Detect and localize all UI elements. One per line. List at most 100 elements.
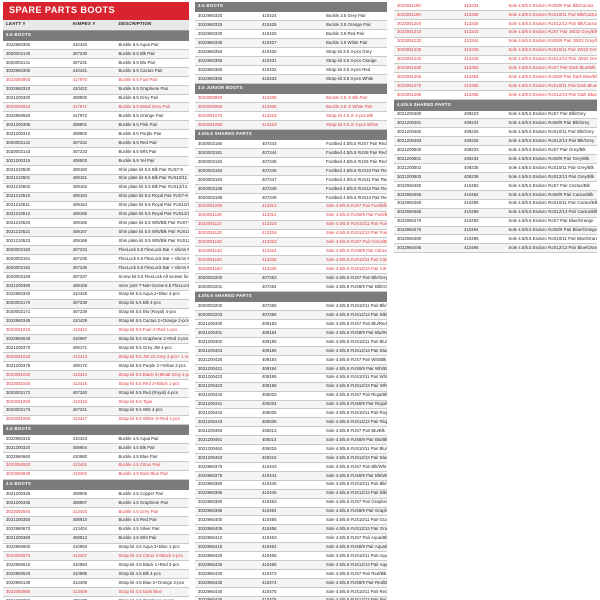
cell-description: Sole 4.5/5.5 Enduro #US12/13 Pair Blk/Gr… [505, 136, 597, 147]
cell-leatt: 3022960660 [3, 452, 70, 462]
cell-description: Strap kit 5.5 Black 3+Metal Grey 1-pcs [115, 370, 189, 380]
table-body-2: 3.5 BOOTS 3022960320 410424 Buckle 3.5 Grey… [195, 2, 387, 600]
cell-kimpex: 407238 [69, 299, 116, 309]
cell-kimpex: 417971 [69, 102, 116, 113]
table-row: 3022960305 410421 Buckle 5.5 Cactus Pair [3, 67, 189, 77]
cell-description: Sole 4.5/5.5 #US10/11 Pair Fuel/Blk [323, 220, 387, 230]
table-row: 3020002180 407243 Footbed 4.5/5.5 #US7 Pai… [195, 139, 387, 150]
cell-description: Sole 4.5/5.5 #US12/13 Pair Citrus/Blk [323, 264, 387, 275]
cell-kimpex: 408907 [69, 498, 116, 508]
cell-kimpex: 410985 [69, 569, 116, 580]
table-row: 3021200403 409186 Sole 4.5/5.5 #US12/13 Pa… [195, 346, 387, 356]
cell-kimpex: 410432 [259, 65, 323, 75]
table-row: 3022960345 410429 Strap kit 5.5 Cactus 2+O… [3, 317, 189, 327]
cell-leatt: 3022960410 [195, 533, 259, 544]
cell-kimpex: 410465 [259, 551, 323, 562]
table-row: 3021200483 409226 Sole 4.5/5.5 Enduro #US1… [394, 136, 597, 147]
cell-description: Sole 4.5/5.5 Enduro #US12/13 Pair Blue/O… [505, 243, 597, 254]
cell-leatt: 3023051060 [3, 415, 70, 425]
cell-description: Sole 4.5/5.5 Enduro #US7 Pair Blue/Orang… [505, 217, 597, 227]
table-row: 3023050950 413405 Buckle 3.5 Jr Blk Pair [195, 93, 387, 104]
table-row: 3023051190 413335 Sole 4.5/5.5 Enduro #US1… [394, 10, 597, 20]
table-row: 3022960640 410987 Strap kit 5.5 Graphene 2… [3, 334, 189, 345]
cell-leatt: 3021200300 [3, 94, 70, 104]
cell-kimpex: 413323 [259, 237, 323, 248]
cell-leatt: 3023051080 [195, 120, 259, 130]
cell-description: Buckle 5.5 Grey Pair [115, 94, 189, 104]
cell-kimpex: 410422 [69, 85, 116, 95]
cell-description: Footbed 4.5/5.5 #US7 Pair Red [323, 139, 387, 150]
cell-kimpex: 407234 [69, 245, 116, 256]
cell-kimpex: 413409 [69, 587, 116, 598]
table-row: 3022960670 413404 Buckle 4.5 Silver Pair [3, 525, 189, 535]
cell-leatt: 3022960640 [3, 334, 70, 345]
cell-description: Buckle 5.5 Fuel Pair [115, 76, 189, 86]
cell-kimpex: 409223 [461, 110, 506, 120]
table-row: 3023051270 413355 Sole 4.5/5.5 Enduro #US1… [394, 81, 597, 92]
cell-leatt: 3021210502 [3, 183, 70, 193]
cell-description: Sole 4.5/5.5 #US7 Pair Rioja/Blk [323, 391, 387, 401]
cell-leatt: 3021200423 [195, 382, 259, 392]
table-row: 3021200335 408907 Buckle 4.5 Graphene Pair [3, 498, 189, 508]
cell-leatt: 3023051230 [394, 46, 462, 56]
cell-kimpex: 407247 [259, 175, 323, 185]
table-row: 3023050970 413407 Strap kit 4.5 Citrus 3+B… [3, 551, 189, 562]
cell-leatt: 3022960330 [195, 29, 259, 40]
table-row: 3020002171 407239 Strap kit 5.5 Blu (Royal… [3, 308, 189, 318]
cell-kimpex: 408901 [69, 120, 116, 131]
cell-kimpex: 410421 [69, 67, 116, 77]
cell-description: Footbed 4.5/5.5 #US10 Pair Red [323, 166, 387, 176]
cell-kimpex: 409226 [461, 136, 506, 147]
cell-kimpex: 409214 [259, 435, 323, 446]
cell-kimpex: 409186 [259, 346, 323, 356]
table-row: 3022960475 410494 Sole 4.5/5.5 Enduro #US8… [394, 226, 597, 236]
cell-leatt: 3020002170 [3, 299, 70, 309]
cell-leatt: 3021200400 [195, 319, 259, 330]
cell-kimpex: 407235 [69, 254, 116, 265]
table-group-header-row: 4.5 BOOTS [3, 424, 189, 436]
cell-kimpex: 410424 [259, 11, 323, 22]
cell-description: Sole 4.5/5.5 #US12/13 Pair Blu/Red [323, 346, 387, 356]
cell-kimpex: 407232 [69, 138, 116, 149]
cell-kimpex: 410456 [259, 524, 323, 535]
cell-leatt: 3022960455 [394, 190, 462, 200]
cell-kimpex: 407254 [259, 282, 323, 292]
cell-leatt: 3020002160 [3, 272, 70, 282]
cell-kimpex: 410455 [259, 515, 323, 526]
cell-leatt: 3023050950 [195, 93, 259, 104]
cell-leatt: 3021200305 [3, 120, 70, 131]
cell-description: Sole 4.5/5.5 Enduro #US10/11 Pair Grey/B… [505, 163, 597, 173]
cell-description: Buckle 4.5 Citrus Pair [115, 461, 189, 471]
cell-description: Sole 4.5/5.5 Enduro #US12/13 Pair Blk/Ca… [505, 19, 597, 29]
cell-leatt: 3021200315 [3, 156, 70, 166]
cell-kimpex: 407231 [69, 58, 116, 68]
cell-leatt: 3021200375 [3, 361, 70, 372]
cell-leatt: 3023051070 [195, 111, 259, 121]
cell-kimpex: 409163 [69, 192, 116, 202]
cell-kimpex: 409225 [461, 127, 506, 138]
cell-leatt: 3020002171 [3, 308, 70, 318]
table-row: 3022960485 410496 Sole 4.5/5.5 Enduro #US1… [394, 243, 597, 254]
cell-leatt: 3022960670 [3, 525, 70, 535]
table-row: 3022960335 410427 Buckle 3.5 White Pair [195, 38, 387, 49]
cell-kimpex: 409184 [259, 328, 323, 339]
cell-kimpex: 413316 [259, 229, 323, 239]
cell-description: Strap kit 5.5 Cactus 2+Orange 2-pcs [115, 317, 189, 327]
cell-kimpex: 409165 [69, 209, 116, 220]
table-row: 3023050920 413401 Buckle 4.5 Citrus Pair [3, 461, 189, 471]
cell-kimpex: 409204 [259, 400, 323, 410]
cell-description: Shin plate kit 5.5 Wht/Blk Pair #US12/13 [115, 236, 189, 247]
cell-leatt: 3020002183 [195, 166, 259, 176]
cell-description: Buckle 5.5 Cactus Pair [115, 67, 189, 77]
table-row: 3020002140 407230 Buckle 5.5 Blk Pair [3, 49, 189, 59]
table-row: 3022960350 410430 Strap kit 3.5 3-pcs Grey [195, 47, 387, 58]
cell-description: Strap kit 5.5 Purple 2+Yellow 2-pcs [115, 361, 189, 372]
table-row: 3020002173 407241 Strap kit 5.5 Wht 4-pcs [3, 406, 189, 416]
cell-leatt: 3020002201 [195, 282, 259, 292]
cell-kimpex: 407249 [259, 193, 323, 203]
table-row: 3021200350 408910 Buckle 4.5 Red Pair [3, 516, 189, 526]
cell-leatt: 3021200350 [3, 516, 70, 526]
cell-description: Sole 4.5/5.5 #US12/13 Pair Aqua/Blk [323, 560, 387, 571]
cell-description: Sole 4.5/5.5 #US8/9 Pair Blk/Wht [323, 471, 387, 481]
cell-leatt: 3021200463 [195, 453, 259, 463]
